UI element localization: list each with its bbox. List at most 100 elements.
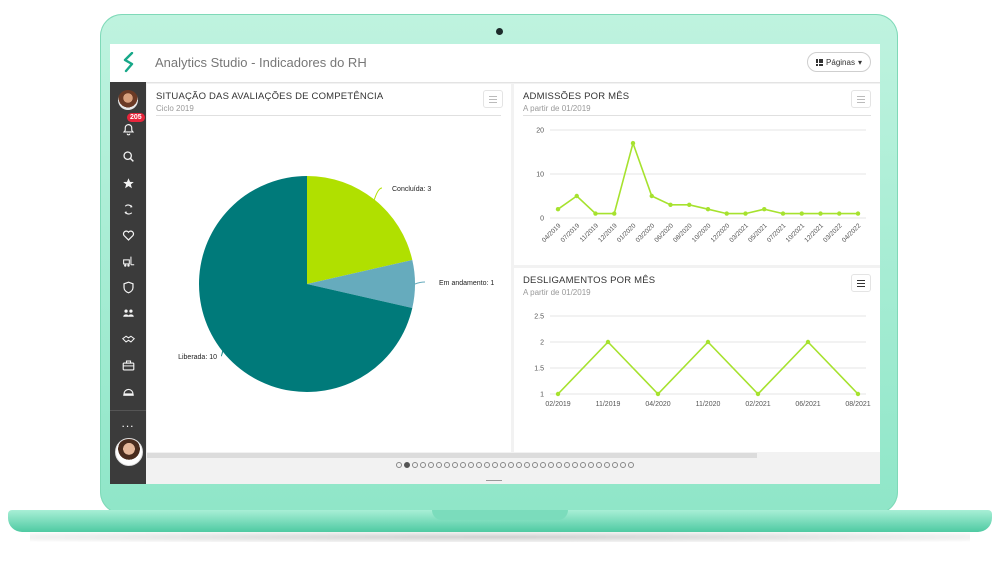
page-dot[interactable]	[404, 462, 410, 468]
app-screen: Analytics Studio - Indicadores do RH Pág…	[110, 44, 880, 484]
page-dot[interactable]	[452, 462, 458, 468]
page-dot[interactable]	[540, 462, 546, 468]
laptop-notch	[432, 510, 568, 520]
x-tick-label: 06/2020	[653, 222, 675, 244]
heart-icon[interactable]	[110, 225, 146, 245]
page-dot[interactable]	[628, 462, 634, 468]
more-icon[interactable]: ...	[110, 410, 146, 435]
page-dot[interactable]	[444, 462, 450, 468]
page-dot[interactable]	[580, 462, 586, 468]
pages-button-label: Páginas	[826, 57, 855, 67]
top-bar: Analytics Studio - Indicadores do RH Pág…	[110, 44, 880, 83]
people-icon[interactable]	[110, 303, 146, 323]
star-icon[interactable]	[110, 173, 146, 193]
page-dot[interactable]	[412, 462, 418, 468]
page-dot[interactable]	[428, 462, 434, 468]
x-tick-label: 03/2020	[635, 222, 657, 244]
page-dot[interactable]	[500, 462, 506, 468]
page-dot[interactable]	[460, 462, 466, 468]
panel-title: SITUAÇÃO DAS AVALIAÇÕES DE COMPETÊNCIA	[156, 91, 384, 102]
resize-handle[interactable]	[486, 480, 502, 484]
avatar[interactable]	[118, 90, 138, 110]
page-dot[interactable]	[420, 462, 426, 468]
x-tick-label: 02/2019	[545, 401, 570, 408]
x-tick-label: 11/2020	[696, 401, 721, 408]
page-dot[interactable]	[436, 462, 442, 468]
pages-button[interactable]: Páginas ▾	[807, 52, 871, 72]
page-dot[interactable]	[524, 462, 530, 468]
x-tick-label: 02/2021	[745, 401, 770, 408]
page-dot[interactable]	[516, 462, 522, 468]
caret-down-icon: ▾	[857, 57, 862, 67]
page-dot[interactable]	[612, 462, 618, 468]
panel-menu-button[interactable]	[851, 274, 871, 292]
page-dot[interactable]	[484, 462, 490, 468]
data-point	[780, 211, 786, 216]
data-point	[762, 207, 767, 212]
admissoes-chart: 0 10 20 04/201907/201911/201912/201901/2020…	[536, 128, 866, 244]
x-tick-label: 10/2020	[691, 222, 713, 244]
x-tick-label: 12/2019	[597, 222, 619, 244]
page-dot[interactable]	[564, 462, 570, 468]
page-dot[interactable]	[588, 462, 594, 468]
forklift-icon[interactable]	[110, 251, 146, 271]
grid-icon	[816, 58, 824, 66]
data-point	[555, 207, 561, 212]
x-tick-label: 11/2019	[579, 222, 600, 243]
x-tick-label: 08/2020	[672, 222, 694, 244]
page-dot[interactable]	[476, 462, 482, 468]
x-tick-label: 12/2021	[803, 222, 825, 244]
page-dot[interactable]	[468, 462, 474, 468]
helmet-icon[interactable]	[110, 381, 146, 401]
panel-menu-button[interactable]	[851, 90, 871, 108]
data-point	[605, 339, 611, 345]
data-point	[655, 391, 661, 397]
search-icon[interactable]	[110, 146, 146, 166]
page-dot[interactable]	[548, 462, 554, 468]
x-tick-label: 04/2020	[645, 401, 670, 408]
bell-icon[interactable]: 205	[110, 113, 146, 139]
page-dot[interactable]	[492, 462, 498, 468]
data-point	[799, 211, 804, 216]
x-tick-label: 01/2020	[616, 222, 638, 244]
data-point	[705, 339, 711, 345]
x-tick-label: 06/2021	[795, 401, 820, 408]
x-tick-label: 04/2019	[541, 222, 563, 244]
briefcase-icon[interactable]	[110, 355, 146, 375]
shield-icon[interactable]	[110, 277, 146, 297]
panel-competencias: SITUAÇÃO DAS AVALIAÇÕES DE COMPETÊNCIA C…	[147, 84, 511, 452]
data-point	[649, 193, 654, 199]
page-dot[interactable]	[396, 462, 402, 468]
y-tick-label: 1	[540, 392, 544, 399]
refresh-hand-icon[interactable]	[110, 199, 146, 219]
x-tick-label: 08/2021	[845, 401, 870, 408]
page-dot[interactable]	[604, 462, 610, 468]
panel-divider	[156, 115, 501, 116]
panel-subtitle: Ciclo 2019	[156, 104, 194, 113]
series-line	[557, 140, 858, 215]
horizontal-scrollbar[interactable]	[147, 453, 757, 458]
pie-connector	[220, 351, 224, 357]
page-dot[interactable]	[532, 462, 538, 468]
page-dot[interactable]	[556, 462, 562, 468]
y-tick-label: 2	[540, 340, 544, 347]
handshake-icon[interactable]	[110, 329, 146, 349]
page-dot[interactable]	[508, 462, 514, 468]
user-avatar[interactable]	[115, 438, 143, 466]
panel-subtitle: A partir de 01/2019	[523, 104, 591, 113]
panel-menu-button[interactable]	[483, 90, 503, 108]
app-logo[interactable]	[120, 52, 138, 74]
page-dot[interactable]	[620, 462, 626, 468]
notification-badge: 205	[127, 113, 145, 122]
data-point	[705, 207, 711, 212]
x-tick-label: 12/2020	[710, 222, 732, 244]
page-dot[interactable]	[572, 462, 578, 468]
page-dot[interactable]	[596, 462, 602, 468]
sidebar: 205 ...	[110, 82, 146, 484]
data-point	[837, 211, 842, 216]
x-tick-label: 10/2021	[785, 222, 807, 244]
y-tick-label: 10	[536, 172, 544, 179]
data-point	[668, 202, 673, 207]
camera	[496, 28, 503, 35]
